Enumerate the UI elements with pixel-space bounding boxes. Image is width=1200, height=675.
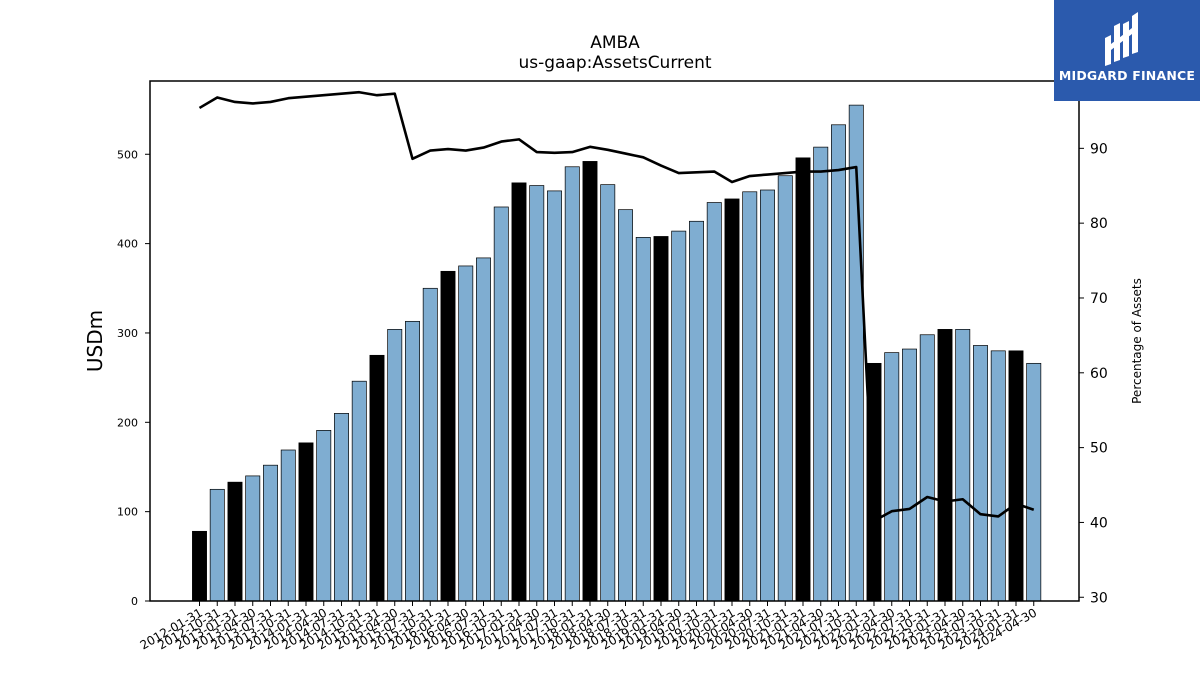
bar-2013-07-31 [263, 464, 278, 602]
bar-2023-04-30 [955, 329, 971, 602]
bar-2020-10-31 [777, 175, 793, 602]
bar-2021-07-31 [831, 124, 846, 602]
bar-2014-10-31 [351, 380, 367, 602]
brand-name: MIDGARD FINANCE [1058, 68, 1196, 83]
bar-2015-07-31 [405, 320, 420, 602]
y-axis-left: 0 100 200 300 400 500 [117, 148, 150, 608]
bar-2022-10-31 [919, 334, 935, 602]
bar-2024-01-31 [1008, 350, 1024, 602]
y2-tick-label: 60 [1090, 366, 1108, 382]
bar-2018-10-31 [635, 237, 651, 602]
bar-2019-04-30 [671, 230, 687, 602]
bar-2016-07-31 [476, 257, 491, 602]
y-tick-label: 300 [117, 327, 138, 340]
bar-2015-01-31 [369, 354, 385, 602]
bar-2018-07-31 [618, 209, 633, 602]
x-axis: 2012-01-312012-10-312013-01-312013-04-30… [138, 601, 1039, 652]
bar-2021-01-31 [795, 157, 811, 602]
bar-2017-10-31 [564, 166, 580, 602]
y-tick-label: 200 [117, 416, 138, 429]
bar-2022-04-30 [884, 352, 900, 602]
bar-2012-01-31 [192, 530, 207, 602]
y2-tick-label: 40 [1090, 515, 1108, 531]
bar-2019-10-31 [706, 202, 722, 602]
bar-2023-10-31 [990, 350, 1006, 602]
y-axis-label: USDm [83, 310, 107, 372]
bar-2019-07-31 [689, 220, 704, 602]
bar-2017-04-30 [529, 185, 545, 602]
bar-2018-01-31 [582, 161, 598, 602]
y-tick-label: 400 [117, 238, 138, 251]
chart-subtitle: us-gaap:AssetsCurrent [518, 53, 711, 73]
bar-2018-04-30 [600, 184, 616, 602]
bar-2015-10-31 [422, 287, 438, 602]
bar-2021-04-30 [813, 146, 829, 602]
bar-2016-10-31 [493, 206, 509, 602]
bar-2020-01-31 [724, 198, 740, 602]
bar-2020-07-31 [760, 189, 775, 602]
y2-tick-label: 80 [1090, 216, 1108, 232]
bar-2019-01-31 [653, 236, 669, 602]
bar-2016-04-30 [458, 265, 474, 602]
bar-2020-04-30 [742, 191, 758, 602]
plot-frame [149, 80, 1080, 602]
bar-2014-07-31 [334, 413, 349, 602]
bar-2022-07-31 [902, 348, 917, 602]
y-axis-right: 30 40 50 60 70 80 90 [1079, 141, 1108, 606]
percentage-line [198, 90, 1035, 523]
y2-axis-label: Percentage of Assets [1130, 278, 1144, 404]
bar-2015-04-30 [387, 329, 403, 602]
y2-tick-label: 90 [1090, 141, 1108, 157]
y2-tick-label: 30 [1090, 590, 1108, 606]
bar-2012-10-31 [209, 488, 225, 602]
y-tick-label: 0 [131, 595, 138, 608]
brand-logo: MIDGARD FINANCE [1054, 0, 1200, 101]
bar-2014-04-30 [316, 430, 332, 602]
bar-2013-04-30 [245, 475, 261, 602]
bar-2024-04-30 [1026, 362, 1042, 602]
bar-2023-01-31 [937, 329, 953, 602]
bar-2017-07-31 [547, 190, 562, 602]
bar-2023-07-31 [973, 345, 988, 602]
bar-2013-01-31 [227, 481, 243, 602]
y-tick-label: 500 [117, 148, 138, 161]
y2-tick-label: 70 [1090, 291, 1108, 307]
midgard-logo-icon [1105, 12, 1138, 66]
bar-2017-01-31 [511, 182, 527, 602]
bar-2016-01-31 [440, 270, 456, 602]
bars [192, 104, 1042, 602]
chart-title: AMBA [590, 33, 640, 53]
bar-2013-10-31 [280, 449, 296, 602]
y2-tick-label: 50 [1090, 441, 1108, 457]
y-tick-label: 100 [117, 506, 138, 519]
bar-2014-01-31 [298, 442, 314, 602]
